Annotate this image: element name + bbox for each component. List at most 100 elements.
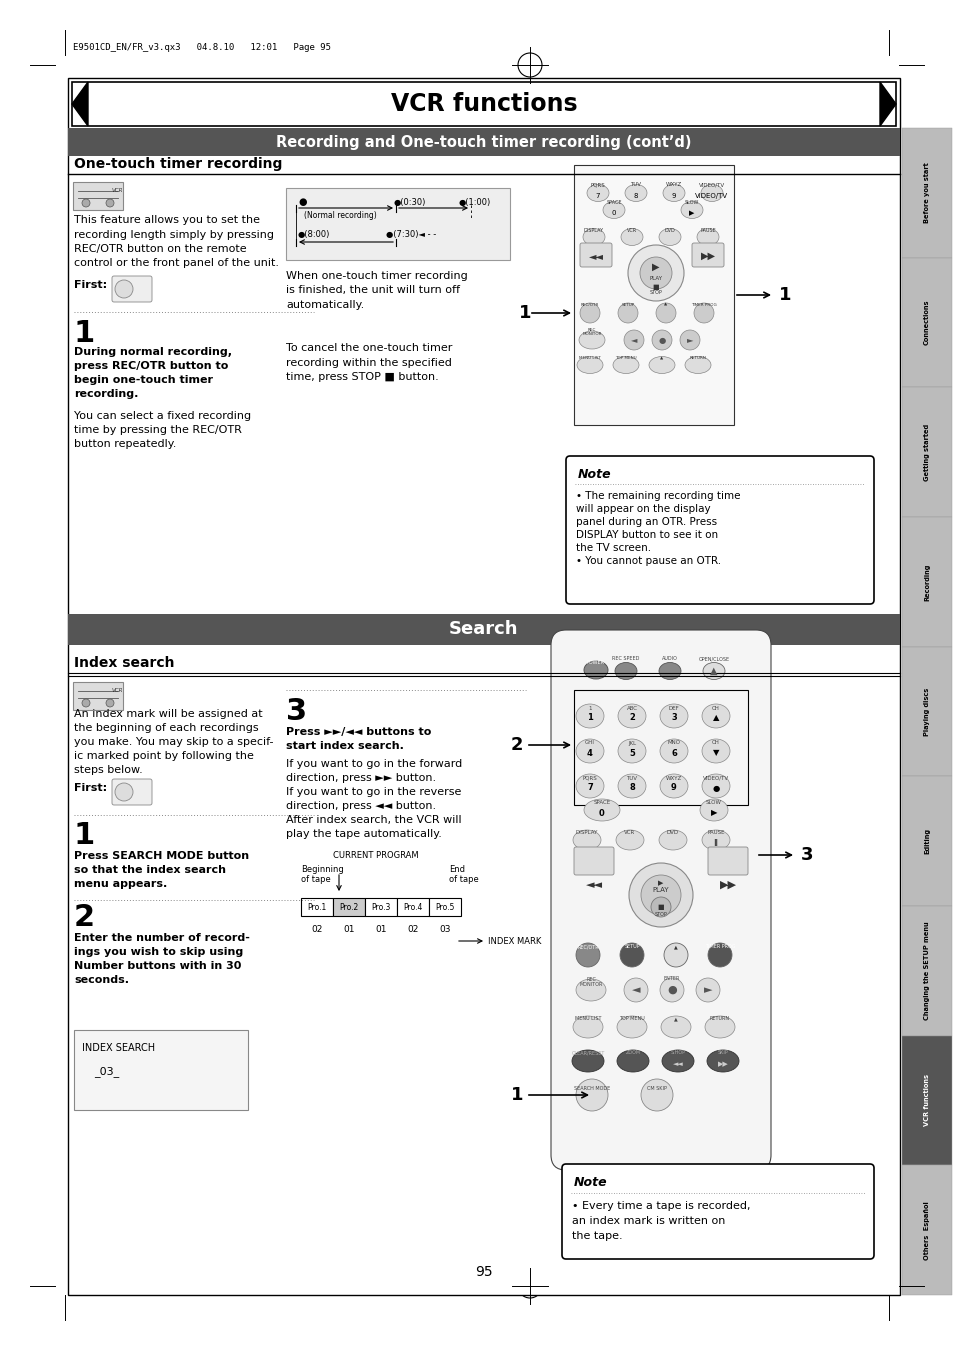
Ellipse shape [586,185,608,201]
FancyBboxPatch shape [691,243,723,267]
Text: TIMER PROG: TIMER PROG [690,303,716,307]
FancyBboxPatch shape [71,82,895,126]
Ellipse shape [618,739,645,763]
Text: Press SEARCH MODE button: Press SEARCH MODE button [74,851,249,861]
Text: 01: 01 [375,924,386,934]
FancyBboxPatch shape [901,517,951,647]
Text: panel during an OTR. Press: panel during an OTR. Press [576,517,717,527]
Text: One-touch timer recording: One-touch timer recording [74,157,282,172]
FancyBboxPatch shape [565,457,873,604]
Text: automatically.: automatically. [286,300,364,309]
Text: PQRS: PQRS [582,775,597,781]
Text: AUDIO: AUDIO [661,657,678,662]
Text: ▲: ▲ [712,713,719,723]
Ellipse shape [648,357,675,373]
Text: ●(1:00): ●(1:00) [458,197,491,207]
Text: JKL: JKL [627,740,636,746]
Text: PLAY: PLAY [649,276,661,281]
Text: You can select a fixed recording: You can select a fixed recording [74,411,251,422]
FancyBboxPatch shape [901,647,951,777]
Circle shape [628,863,692,927]
Text: recording within the specified: recording within the specified [286,358,452,367]
Text: To cancel the one-touch timer: To cancel the one-touch timer [286,343,452,353]
Text: VIDEO/TV: VIDEO/TV [699,182,724,188]
Text: REC/OTR: REC/OTR [577,944,598,950]
Text: ●(7:30)◄ - -: ●(7:30)◄ - - [386,231,436,239]
Text: ▶
PLAY: ▶ PLAY [652,881,669,893]
Text: direction, press ◄◄ button.: direction, press ◄◄ button. [286,801,436,811]
Ellipse shape [617,1050,648,1071]
Text: VIDEO/TV: VIDEO/TV [695,193,728,199]
Text: ▲: ▲ [674,1016,678,1021]
Text: TUV: TUV [630,182,640,188]
Text: so that the index search: so that the index search [74,865,226,875]
Text: SETUP: SETUP [620,303,634,307]
Circle shape [623,330,643,350]
Text: MENU LIST: MENU LIST [578,357,600,359]
Text: you make. You may skip to a specif-: you make. You may skip to a specif- [74,738,274,747]
Text: DISPLAY: DISPLAY [576,830,598,835]
Text: 95: 95 [475,1265,493,1279]
Text: 9: 9 [671,193,676,199]
FancyBboxPatch shape [74,1029,248,1111]
Text: ABC: ABC [626,705,637,711]
Text: SLOW: SLOW [684,200,699,204]
Ellipse shape [577,357,602,373]
Circle shape [639,257,671,289]
Text: ▲: ▲ [674,944,678,950]
Ellipse shape [701,704,729,728]
FancyBboxPatch shape [901,128,951,258]
Text: VIDEO/TV: VIDEO/TV [702,775,728,781]
Text: CH: CH [711,705,720,711]
Ellipse shape [680,201,702,219]
Text: Changing the SETUP menu: Changing the SETUP menu [923,921,929,1020]
Ellipse shape [662,185,684,201]
Text: INDEX SEARCH: INDEX SEARCH [82,1043,155,1052]
Text: SLOW: SLOW [705,800,721,804]
FancyBboxPatch shape [396,898,429,916]
Text: SPACE: SPACE [605,200,621,204]
Text: GHI: GHI [584,740,595,746]
Ellipse shape [659,228,680,246]
Ellipse shape [582,228,604,246]
Polygon shape [879,82,895,126]
Circle shape [115,784,132,801]
Text: ENTER: ENTER [663,975,679,981]
Text: Recording and One-touch timer recording (cont’d): Recording and One-touch timer recording … [276,135,691,150]
Text: ◄◄: ◄◄ [672,1061,682,1067]
Text: PQRS: PQRS [590,182,605,188]
Text: CURRENT PROGRAM: CURRENT PROGRAM [333,851,418,861]
Circle shape [576,1079,607,1111]
Text: DVD: DVD [664,227,675,232]
FancyBboxPatch shape [901,388,951,517]
Ellipse shape [578,331,604,349]
Text: Pro.2: Pro.2 [339,902,358,912]
Ellipse shape [618,704,645,728]
Text: REC
MONITOR: REC MONITOR [578,977,602,988]
Text: Connections: Connections [923,300,929,346]
Text: start index search.: start index search. [286,740,403,751]
Text: ings you wish to skip using: ings you wish to skip using [74,947,243,957]
Circle shape [115,280,132,299]
Text: ▶▶: ▶▶ [719,880,736,890]
Circle shape [707,943,731,967]
Text: 1: 1 [518,304,531,322]
Text: DVD: DVD [666,830,679,835]
Ellipse shape [701,830,729,850]
Text: CH: CH [711,740,720,746]
Text: ▼: ▼ [712,748,719,758]
FancyBboxPatch shape [574,847,614,875]
Text: Press ►►/◄◄ buttons to: Press ►►/◄◄ buttons to [286,727,431,738]
FancyBboxPatch shape [901,1036,951,1166]
Ellipse shape [697,228,719,246]
Text: 3: 3 [801,846,813,865]
Text: button repeatedly.: button repeatedly. [74,439,176,449]
Text: 03: 03 [438,924,450,934]
Text: 02: 02 [311,924,322,934]
FancyBboxPatch shape [551,630,770,1170]
Text: 2: 2 [74,904,95,932]
Text: ●: ● [658,335,665,345]
Text: PAUSE: PAUSE [700,227,715,232]
Text: VCR functions: VCR functions [391,92,577,116]
Text: 2: 2 [628,713,635,723]
